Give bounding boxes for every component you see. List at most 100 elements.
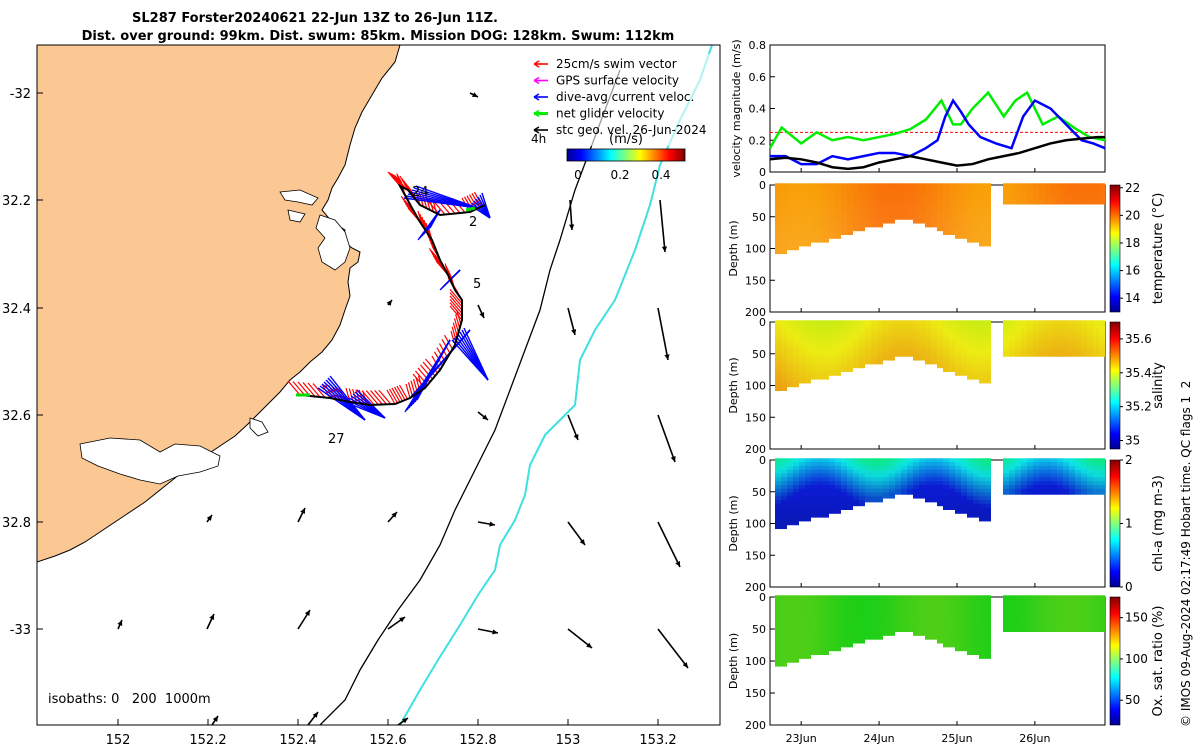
chl-a-cell [799, 458, 805, 465]
chl-a-cell [883, 465, 889, 472]
salinity-cell [1087, 320, 1093, 327]
chl-a-cell [973, 477, 979, 484]
temperature-cell [1087, 190, 1093, 197]
oxygen-cell [805, 633, 811, 640]
chl-a-cell [1051, 488, 1057, 495]
chl-a-cell [931, 462, 937, 469]
salinity-cell [967, 354, 973, 361]
oxygen-cell [817, 618, 823, 625]
temperature-cell [829, 183, 835, 190]
oxygen-cell [895, 595, 901, 602]
temperature-cell [943, 221, 949, 228]
chl-a-cell [877, 477, 883, 484]
temperature-cell [949, 206, 955, 213]
chl-a-cell [1033, 462, 1039, 469]
temperature-cell [1087, 194, 1093, 201]
temperature-cell [1063, 190, 1069, 197]
chl-a-cell [1069, 484, 1075, 491]
oxygen-cell [931, 606, 937, 613]
salinity-cell [1039, 327, 1045, 334]
temperature-cell [817, 206, 823, 213]
chl-a-cell [973, 462, 979, 469]
chl-a-cell [967, 477, 973, 484]
oxygen-cell [1003, 599, 1009, 606]
track-label-2: 2 [469, 215, 477, 230]
chl-a-colorbar-label: chl-a (mg m-3) [1151, 475, 1166, 572]
temperature-cell [841, 198, 847, 205]
salinity-cell [925, 335, 931, 342]
temperature-cell [793, 209, 799, 216]
salinity-cell [949, 335, 955, 342]
salinity-cell [811, 339, 817, 346]
temperature-cell [823, 221, 829, 228]
salinity-cell [925, 346, 931, 353]
chl-a-cell [1051, 473, 1057, 480]
chl-a-cell [949, 500, 955, 507]
track-label-24: 24 [412, 185, 429, 200]
chl-a-cell [829, 469, 835, 476]
chl-a-cell [985, 488, 991, 495]
temperature-cell [847, 194, 853, 201]
temperature-cell [967, 202, 973, 209]
chl-a-cell [895, 469, 901, 476]
oxygen-cell [889, 614, 895, 621]
salinity-cell [913, 350, 919, 357]
oxygen-cell [919, 606, 925, 613]
oxygen-cell [841, 641, 847, 648]
temperature-cell [901, 206, 907, 213]
salinity-cell [829, 365, 835, 372]
oxygen-cell [787, 633, 793, 640]
salinity-cell [1063, 335, 1069, 342]
chl-a-cell [793, 484, 799, 491]
oxygen-cell [847, 641, 853, 648]
oxygen-cell [787, 622, 793, 629]
salinity-cell [901, 335, 907, 342]
salinity-cell [883, 339, 889, 346]
temperature-cell [871, 187, 877, 194]
temperature-cell [973, 232, 979, 239]
salinity-cell [865, 350, 871, 357]
chl-a-cell [847, 496, 853, 503]
temperature-cell [919, 206, 925, 213]
oxygen-cell [781, 622, 787, 629]
chl-a-cell [949, 492, 955, 499]
current-arrowhead [304, 610, 310, 616]
salinity-cell [895, 320, 901, 327]
salinity-cell [907, 320, 913, 327]
oxygen-cell [1087, 618, 1093, 625]
oxygen-cell [829, 622, 835, 629]
chl-a-cell [979, 503, 985, 510]
chl-a-cell [943, 465, 949, 472]
swim-vector [378, 389, 392, 405]
salinity-cell [805, 346, 811, 353]
oxygen-cell [841, 629, 847, 636]
chl-a-cell [931, 477, 937, 484]
temperature-cell [787, 183, 793, 190]
chl-a-cell [817, 500, 823, 507]
salinity-cell [1087, 350, 1093, 357]
temperature-cell [823, 202, 829, 209]
oxygen-cell [781, 606, 787, 613]
chl-a-cell [1093, 484, 1099, 491]
lat-tick-label: 32.6 [2, 409, 31, 424]
chl-a-cell [865, 469, 871, 476]
salinity-cell [787, 365, 793, 372]
chl-a-cell [799, 484, 805, 491]
temperature-cell [1075, 194, 1081, 201]
salinity-cell [847, 324, 853, 331]
salinity-cell [811, 346, 817, 353]
salinity-cell [949, 331, 955, 338]
oxygen-cell [1051, 626, 1057, 632]
chl-a-cell [787, 492, 793, 499]
chl-a-cell [1075, 488, 1081, 495]
temperature-cell [901, 194, 907, 201]
salinity-cell [1027, 327, 1033, 334]
oxygen-cell [919, 602, 925, 609]
salinity-cell [847, 358, 853, 365]
salinity-cell [931, 358, 937, 365]
chl-a-cell [799, 462, 805, 469]
chl-a-cell [907, 477, 913, 484]
oxygen-cell [865, 614, 871, 621]
temperature-cell [955, 183, 961, 190]
chl-a-cell [1093, 469, 1099, 476]
